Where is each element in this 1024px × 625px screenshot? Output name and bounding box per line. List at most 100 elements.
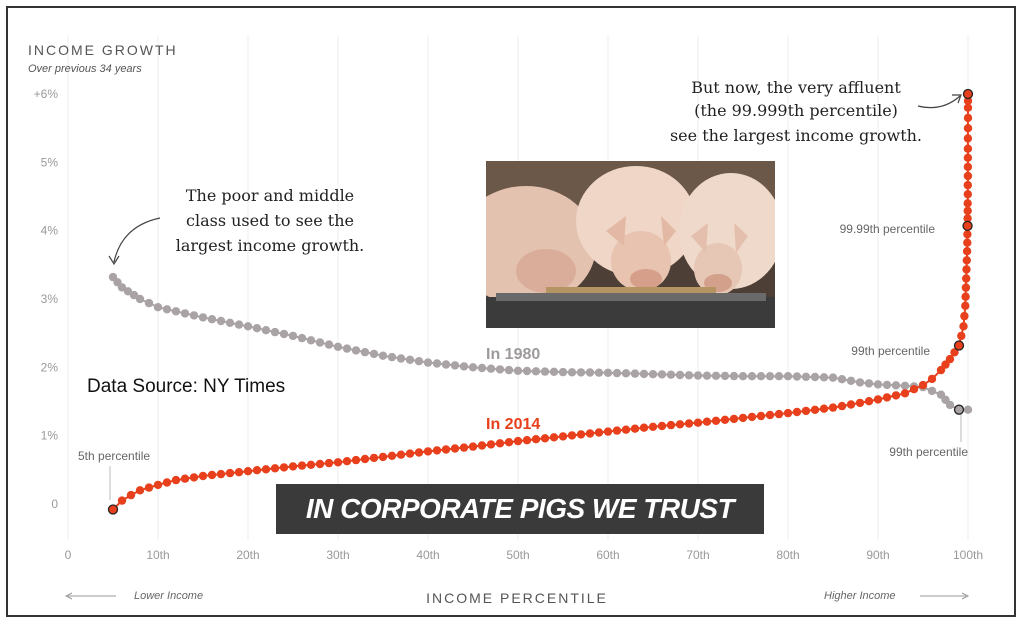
data-point <box>585 368 595 377</box>
data-point <box>261 326 271 335</box>
data-point <box>950 348 959 357</box>
data-point <box>666 370 676 379</box>
x-tick-label: 0 <box>65 548 72 562</box>
data-point <box>963 206 972 215</box>
y-tick-label: 5% <box>41 155 59 169</box>
data-point <box>522 436 532 445</box>
data-point <box>960 311 969 321</box>
x-tick-label: 40th <box>416 548 439 562</box>
data-point <box>837 401 847 411</box>
data-point <box>117 496 127 505</box>
data-point <box>495 439 505 448</box>
highlight-point <box>962 88 974 100</box>
y-axis-ticks: 0 1% 2% 3% 4% 5% +6% <box>34 87 59 511</box>
data-point <box>225 318 235 327</box>
right-callout-line-3: see the largest income growth. <box>670 126 922 145</box>
data-point <box>675 420 685 429</box>
data-point <box>738 413 748 423</box>
data-point <box>927 386 937 396</box>
data-point <box>288 331 298 341</box>
data-point <box>630 369 640 378</box>
data-point <box>961 283 971 292</box>
data-point <box>864 379 874 388</box>
data-point <box>630 424 640 433</box>
data-point <box>306 336 316 345</box>
right-callout-line-1: But now, the very affluent <box>691 78 901 97</box>
data-point <box>129 290 139 300</box>
data-point <box>828 403 838 412</box>
data-point <box>819 404 829 413</box>
data-point <box>684 371 694 380</box>
data-point <box>378 452 388 462</box>
data-point <box>666 420 676 430</box>
data-point <box>918 380 928 390</box>
series-label-1980: In 1980 <box>486 346 540 363</box>
data-point <box>702 371 712 380</box>
data-point <box>801 406 811 416</box>
data-point <box>576 430 586 439</box>
left-callout-arrowhead-icon <box>108 255 120 266</box>
data-point <box>333 342 343 351</box>
x-tick-label: 50th <box>506 548 529 562</box>
data-point <box>720 371 730 381</box>
x-tick-label: 100th <box>953 548 983 562</box>
higher-income-label: Higher Income <box>824 590 896 602</box>
data-point <box>612 426 622 435</box>
data-point <box>315 459 325 469</box>
data-point <box>963 405 973 414</box>
data-point <box>306 460 316 469</box>
data-point <box>162 305 172 314</box>
data-point <box>963 134 973 143</box>
data-point <box>396 354 406 363</box>
data-point <box>963 199 972 208</box>
data-point <box>963 153 973 162</box>
series-1980 <box>108 272 973 414</box>
data-point <box>324 340 334 349</box>
data-point <box>621 425 631 434</box>
data-point <box>216 316 226 326</box>
data-point <box>603 427 613 436</box>
data-point <box>405 449 415 458</box>
data-point <box>720 415 730 424</box>
left-callout-line-1: The poor and middle <box>186 186 354 205</box>
y-tick-label: 0 <box>51 497 58 511</box>
data-point <box>963 113 973 123</box>
data-point <box>180 309 190 318</box>
data-point <box>765 410 775 420</box>
data-point <box>963 180 972 190</box>
data-point <box>765 372 775 381</box>
data-point <box>684 419 694 428</box>
data-point <box>531 367 541 376</box>
data-point <box>945 400 955 410</box>
data-point <box>959 322 968 331</box>
data-point <box>648 370 658 379</box>
data-point <box>171 307 181 316</box>
data-point <box>648 422 658 431</box>
x-axis-label: INCOME PERCENTILE <box>426 590 608 606</box>
data-point <box>486 440 496 449</box>
data-point <box>243 322 253 331</box>
data-point <box>369 453 379 463</box>
data-point <box>504 365 514 375</box>
x-tick-label: 20th <box>236 548 259 562</box>
data-point <box>873 395 883 404</box>
data-point <box>333 458 343 467</box>
pigs-photo <box>486 161 775 328</box>
data-point <box>126 490 136 500</box>
data-point <box>612 368 622 378</box>
highlight-point <box>107 504 119 515</box>
p9999-label: 99.99th percentile <box>840 222 936 236</box>
data-point <box>369 349 379 359</box>
data-point <box>270 464 280 473</box>
data-point <box>342 457 352 466</box>
data-point <box>225 468 235 478</box>
data-point <box>961 301 970 310</box>
left-callout-arrow <box>113 217 161 263</box>
data-point <box>810 372 820 382</box>
x-tick-label: 80th <box>776 548 799 562</box>
data-point <box>962 256 971 265</box>
data-point <box>189 473 199 482</box>
data-point <box>135 486 145 495</box>
data-point <box>864 397 874 406</box>
